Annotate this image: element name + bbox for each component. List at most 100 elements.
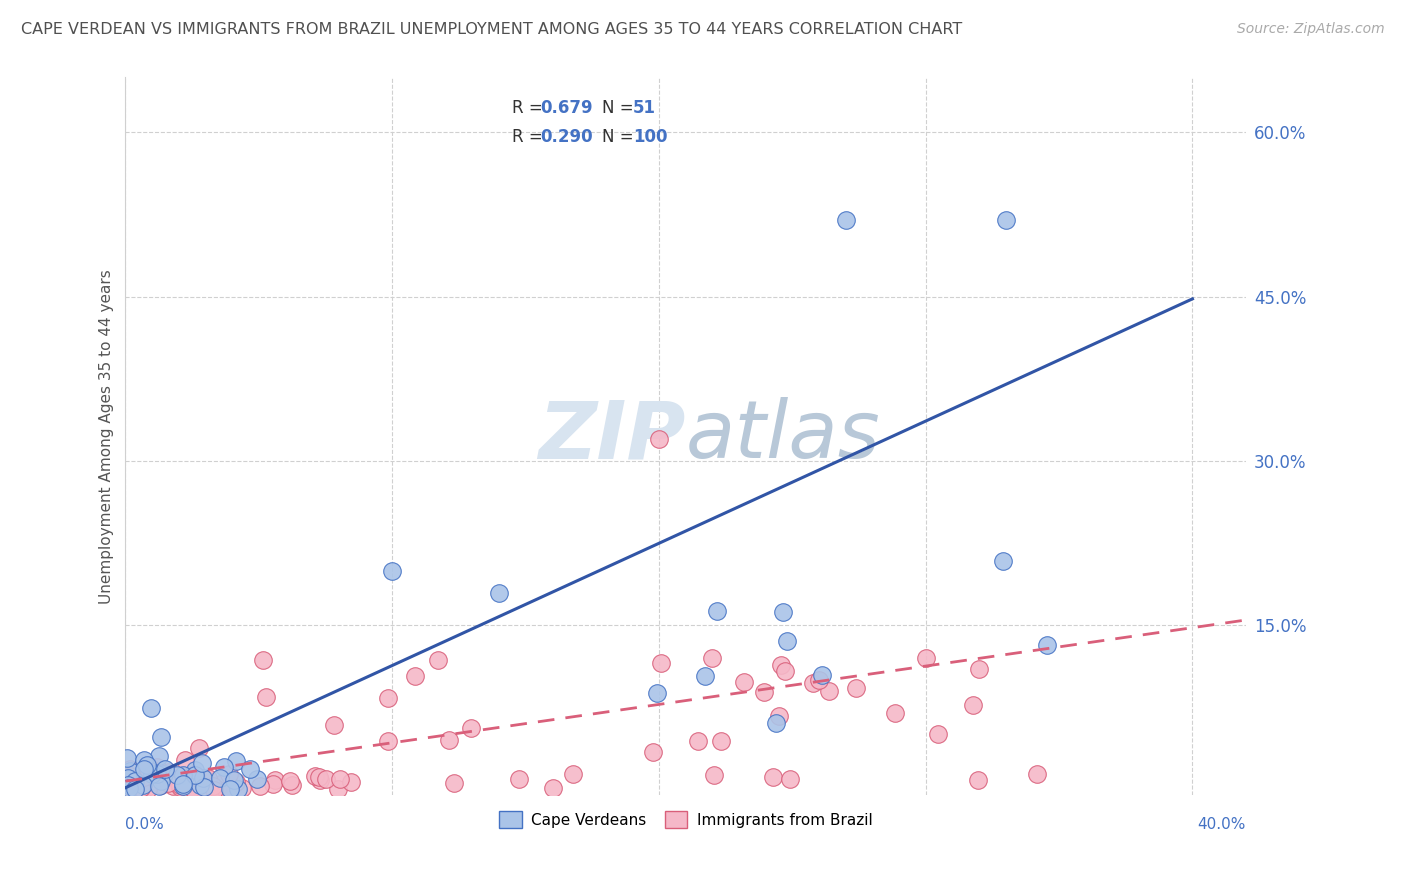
Point [141,766,163,780]
Text: 51: 51 [633,99,657,117]
Text: 0.679: 0.679 [540,99,592,117]
Point [329,772,352,787]
Point [124,781,146,796]
Point [162,779,184,793]
Point [125,781,148,796]
Point [169,778,191,792]
Point [914,651,936,665]
Point [443,775,465,789]
Point [138,782,160,797]
Legend: Cape Verdeans, Immigrants from Brazil: Cape Verdeans, Immigrants from Brazil [492,805,879,834]
Point [845,681,868,695]
Point [249,779,271,793]
Point [188,778,211,792]
Point [136,780,159,794]
Point [121,777,143,791]
Point [304,769,326,783]
Point [193,780,215,794]
Point [117,751,139,765]
Point [460,721,482,735]
Text: 40.0%: 40.0% [1198,817,1246,832]
Point [172,780,194,794]
Point [967,662,990,676]
Point [141,767,163,781]
Point [118,764,141,778]
Point [121,782,143,797]
Point [322,718,344,732]
Point [706,604,728,618]
Point [962,698,984,712]
Point [121,780,143,794]
Point [131,781,153,796]
Point [197,772,219,787]
Point [138,761,160,775]
Point [381,564,404,578]
Point [148,748,170,763]
Text: CAPE VERDEAN VS IMMIGRANTS FROM BRAZIL UNEMPLOYMENT AMONG AGES 35 TO 44 YEARS CO: CAPE VERDEAN VS IMMIGRANTS FROM BRAZIL U… [21,22,962,37]
Point [709,733,731,747]
Text: 100: 100 [633,128,668,145]
Point [180,770,202,784]
Point [117,778,139,792]
Point [252,653,274,667]
Point [202,779,225,793]
Point [280,778,302,792]
Point [773,664,796,678]
Point [377,733,399,747]
Point [779,772,801,786]
Y-axis label: Unemployment Among Ages 35 to 44 years: Unemployment Among Ages 35 to 44 years [100,269,114,604]
Point [437,733,460,747]
Point [205,782,228,797]
Point [146,760,169,774]
Point [225,754,247,768]
Point [218,766,240,780]
Point [562,767,585,781]
Point [166,768,188,782]
Point [254,690,277,704]
Point [132,762,155,776]
Point [173,753,195,767]
Point [181,781,204,796]
Point [150,778,173,792]
Point [377,690,399,705]
Text: N =: N = [602,99,633,117]
Point [120,774,142,789]
Point [132,770,155,784]
Point [124,773,146,788]
Point [702,651,724,665]
Point [190,782,212,797]
Point [224,772,246,787]
Point [179,768,201,782]
Point [693,669,716,683]
Point [326,782,349,797]
Point [155,767,177,781]
Point [994,213,1017,227]
Point [762,770,785,784]
Point [153,767,176,781]
Point [768,709,790,723]
Point [703,768,725,782]
Point [118,769,141,783]
Point [427,653,450,667]
Text: atlas: atlas [686,398,880,475]
Point [132,753,155,767]
Point [811,668,834,682]
Point [132,779,155,793]
Point [993,554,1015,568]
Text: ZIP: ZIP [538,398,686,475]
Point [488,585,510,599]
Point [752,685,775,699]
Text: Source: ZipAtlas.com: Source: ZipAtlas.com [1237,22,1385,37]
Point [246,772,269,786]
Point [186,770,208,784]
Point [231,780,253,795]
Point [129,781,152,796]
Point [157,765,180,780]
Point [883,706,905,721]
Point [127,778,149,792]
Point [120,763,142,777]
Point [801,676,824,690]
Point [150,774,173,789]
Point [208,771,231,785]
Point [172,768,194,782]
